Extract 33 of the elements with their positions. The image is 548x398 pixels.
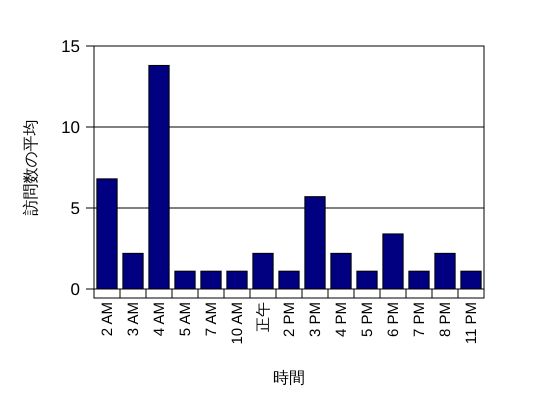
x-tick-label: 5 AM <box>177 302 194 336</box>
bar <box>200 270 222 290</box>
bar <box>382 233 404 290</box>
bar <box>460 270 482 290</box>
y-tick-label: 10 <box>61 118 80 137</box>
bar <box>278 270 300 290</box>
y-tick-label: 5 <box>70 199 80 218</box>
x-tick-label: 6 PM <box>385 302 402 338</box>
x-tick-label: 8 PM <box>437 302 454 338</box>
x-tick-label: 5 PM <box>359 302 376 338</box>
bar <box>174 270 196 290</box>
bar <box>252 252 274 290</box>
x-axis-title: 時間 <box>273 369 305 387</box>
y-tick-label: 0 <box>70 280 80 299</box>
bar <box>408 270 430 290</box>
y-axis-title: 訪問数の平均 <box>22 120 40 216</box>
bar <box>434 252 456 290</box>
x-tick-label: 7 AM <box>203 302 220 336</box>
x-tick-label: 4 AM <box>151 302 168 336</box>
x-tick-label: 11 PM <box>463 302 480 344</box>
x-tick-label: 4 PM <box>333 302 350 338</box>
x-tick-label: 7 PM <box>411 302 428 338</box>
x-tick-label: 2 PM <box>281 302 298 338</box>
x-tick-label: 2 AM <box>99 302 116 336</box>
y-tick-label: 15 <box>61 37 80 56</box>
x-tick-label: 10 AM <box>229 302 246 345</box>
bar <box>330 252 352 290</box>
x-tick-label: 3 PM <box>307 302 324 338</box>
bar <box>122 252 144 290</box>
x-tick-label: 正午 <box>255 302 272 332</box>
x-tick-label: 3 AM <box>125 302 142 336</box>
bar <box>226 270 248 290</box>
bar <box>356 270 378 290</box>
